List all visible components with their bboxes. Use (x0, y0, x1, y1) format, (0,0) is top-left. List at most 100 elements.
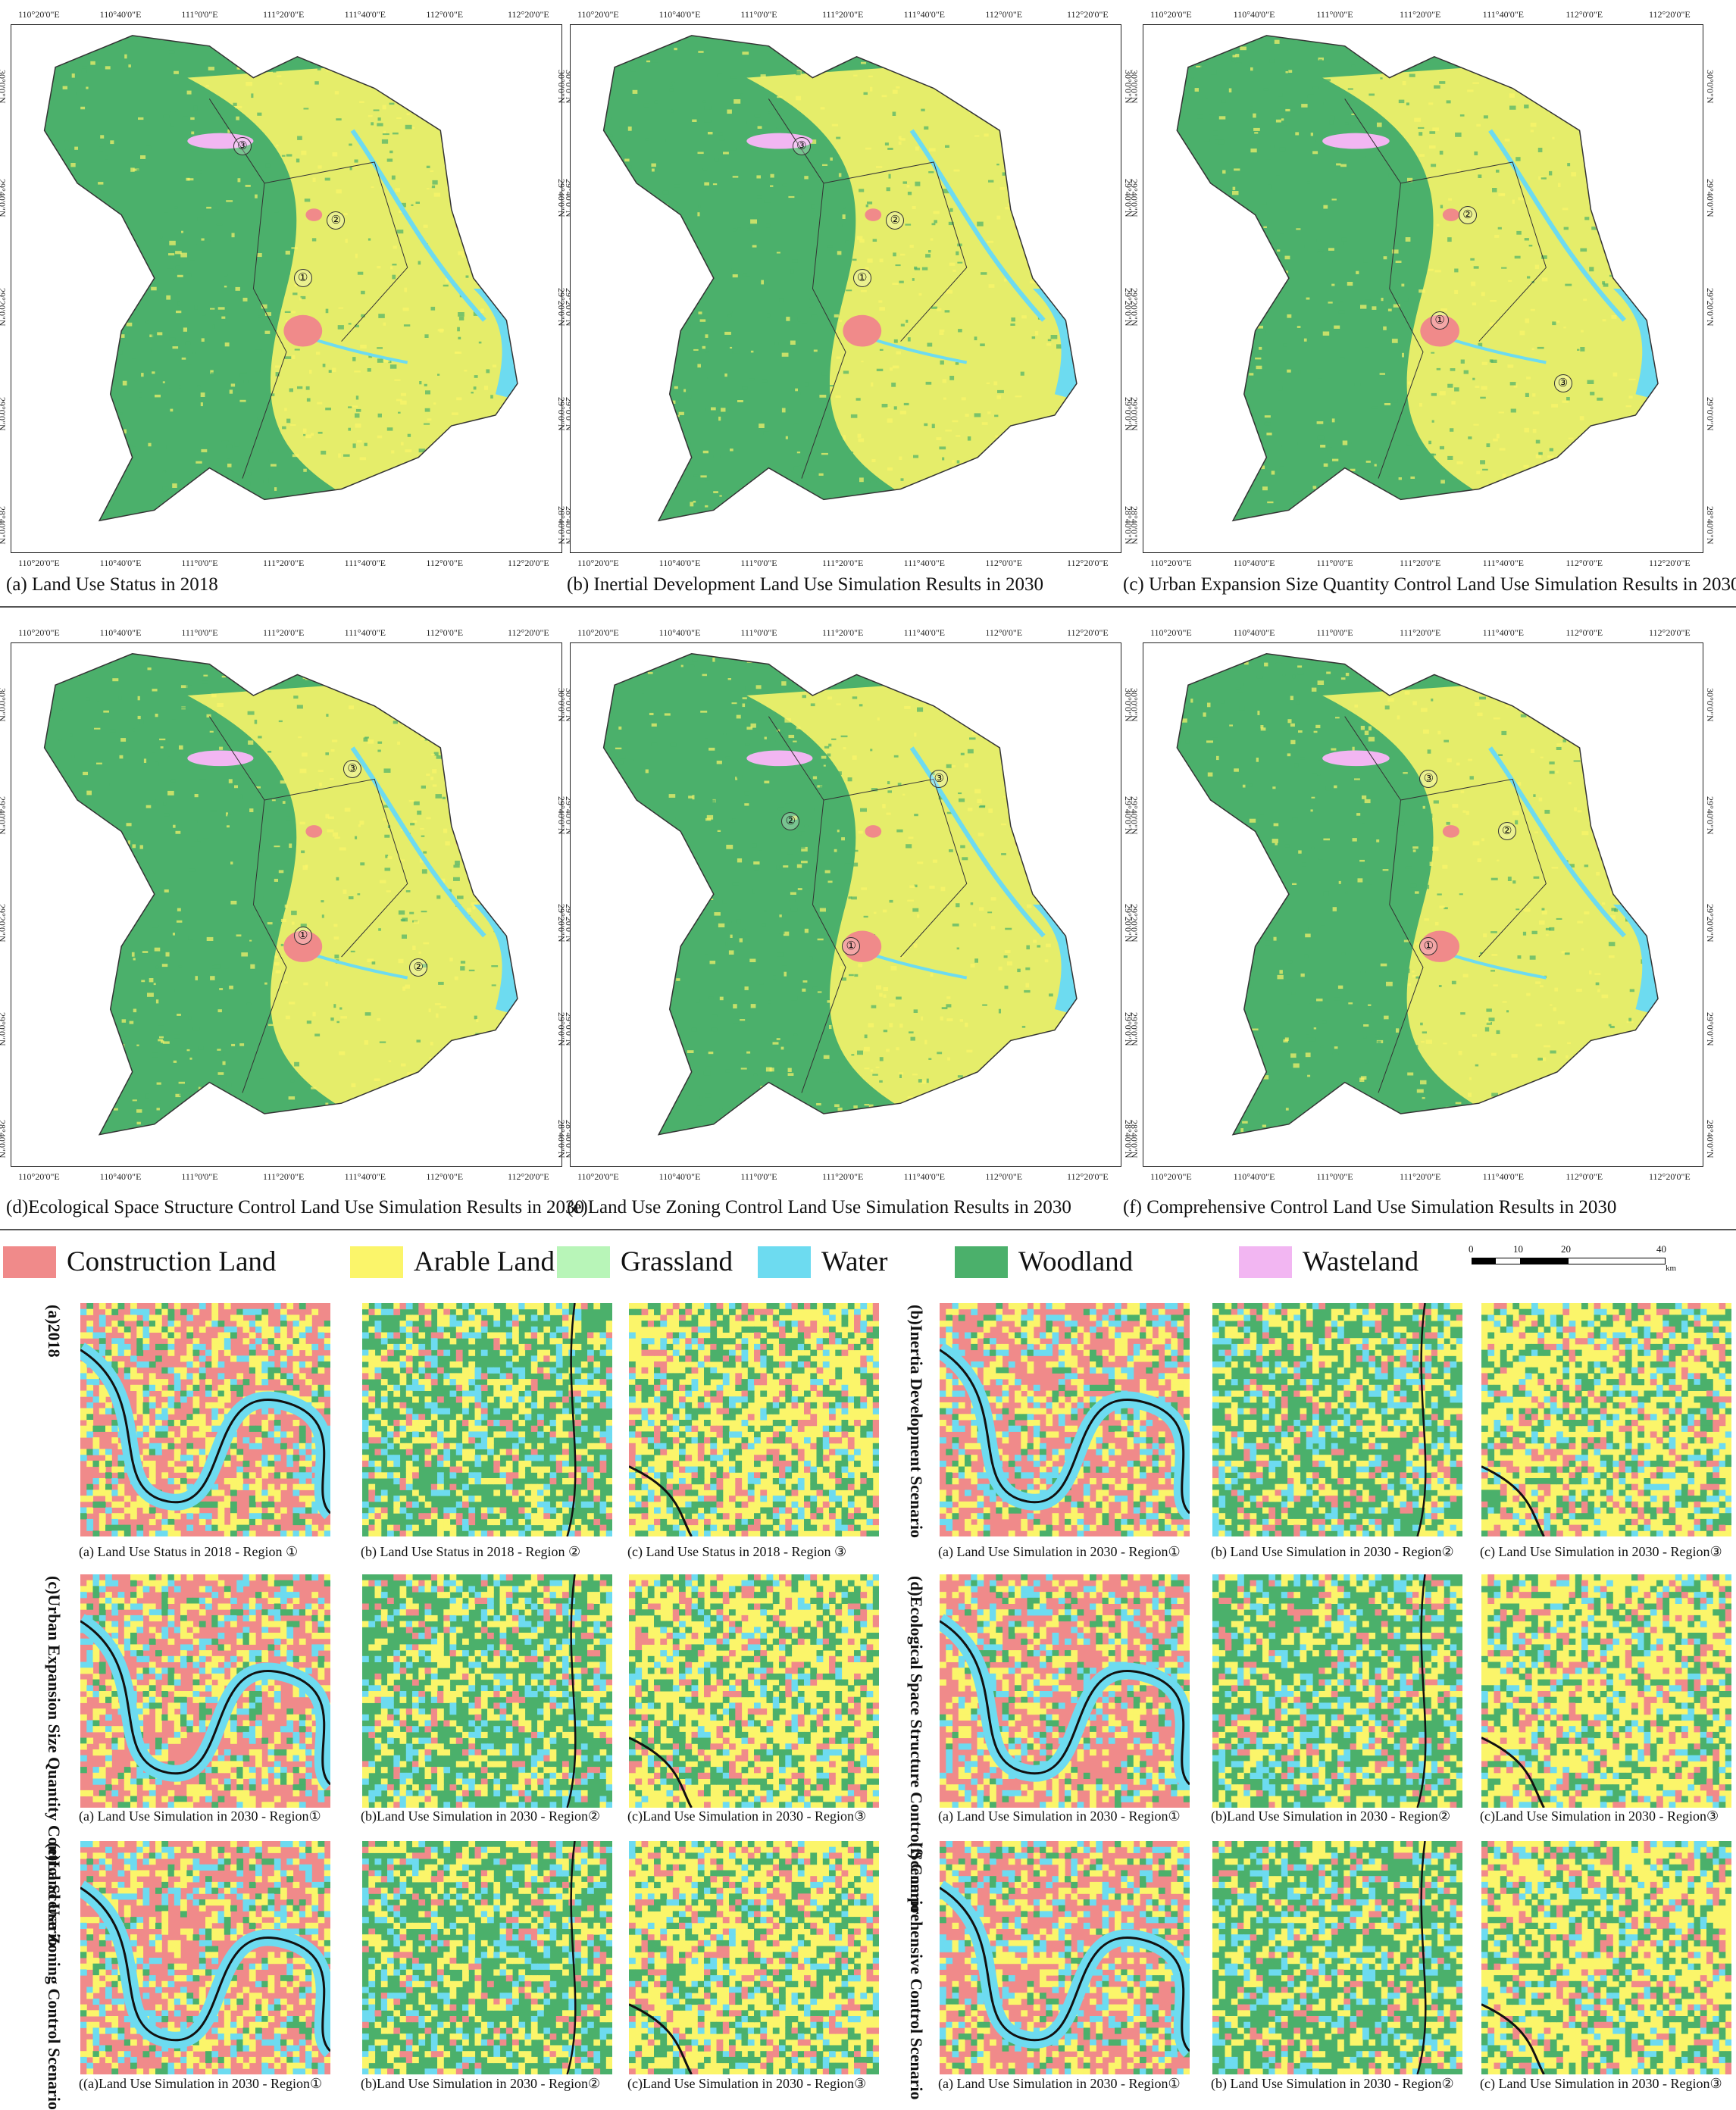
latitude-tick-left: 28°40'0"N (0, 506, 8, 545)
latitude-tick-right: 29°40'0"N (1704, 179, 1716, 217)
longitude-tick-top: 112°20'0"E (508, 9, 549, 20)
region-marker: ② (1498, 822, 1516, 840)
latitude-tick-right: 29°40'0"N (1704, 796, 1716, 835)
latitude-tick-left: 29°0'0"N (0, 1012, 8, 1046)
longitude-tick-bottom: 110°20'0"E (1150, 1171, 1192, 1183)
longitude-tick-top: 111°0'0"E (1316, 9, 1353, 20)
zoom-region-map (362, 1303, 612, 1536)
latitude-tick-right: 29°20'0"N (1704, 288, 1716, 327)
longitude-tick-bottom: 111°0'0"E (1316, 1171, 1353, 1183)
latitude-tick-left: 30°0'0"N (555, 688, 567, 722)
scenario-label: (a)2018 (44, 1305, 64, 1358)
scale-label-10: 10 (1513, 1243, 1523, 1255)
land-use-map (11, 643, 561, 1166)
longitude-tick-bottom: 111°40'0"E (904, 1171, 945, 1183)
legend-label: Grassland (621, 1246, 733, 1278)
latitude-tick-left: 30°0'0"N (555, 70, 567, 104)
zoom-region-map (940, 1841, 1190, 2074)
zoom-region-image (1212, 1574, 1462, 1808)
row-separator (0, 606, 1736, 608)
latitude-tick-right: 30°0'0"N (1704, 70, 1716, 104)
latitude-tick-left: 28°40'0"N (1128, 1120, 1140, 1158)
zoom-caption: (a) Land Use Simulation in 2030 - Region… (79, 1808, 321, 1824)
region-marker: ② (1459, 206, 1477, 224)
land-use-map (571, 643, 1121, 1166)
zoom-region-map (1481, 1303, 1731, 1536)
longitude-tick-top: 111°20'0"E (1400, 627, 1440, 639)
zoom-region-image (1481, 1303, 1731, 1536)
longitude-tick-bottom: 112°20'0"E (508, 1171, 549, 1183)
longitude-tick-bottom: 111°0'0"E (181, 1171, 217, 1183)
longitude-tick-bottom: 112°0'0"E (1566, 558, 1603, 569)
zoom-region-map (940, 1303, 1190, 1536)
legend-separator (0, 1229, 1736, 1230)
zoom-region-map (629, 1841, 879, 2074)
zoom-caption: (c) Land Use Status in 2018 - Region ③ (627, 1544, 846, 1560)
legend-label: Woodland (1018, 1246, 1133, 1278)
longitude-tick-top: 110°20'0"E (577, 9, 619, 20)
zoom-region-image (1212, 1841, 1462, 2074)
zoom-caption: ((a)Land Use Simulation in 2030 - Region… (79, 2076, 322, 2092)
map-frame (11, 642, 562, 1167)
longitude-tick-bottom: 110°20'0"E (1150, 558, 1192, 569)
longitude-tick-top: 111°20'0"E (1400, 9, 1440, 20)
longitude-tick-top: 110°20'0"E (577, 627, 619, 639)
longitude-tick-bottom: 111°40'0"E (1483, 558, 1524, 569)
longitude-tick-top: 112°0'0"E (1566, 627, 1603, 639)
zoom-region-image (629, 1303, 879, 1536)
longitude-tick-bottom: 112°0'0"E (985, 1171, 1022, 1183)
zoom-region-map (1212, 1841, 1462, 2074)
latitude-tick-right: 29°0'0"N (1704, 397, 1716, 431)
legend-label: Arable Land (414, 1246, 555, 1278)
longitude-tick-top: 111°20'0"E (822, 9, 863, 20)
latitude-tick-left: 29°0'0"N (1128, 397, 1140, 431)
longitude-tick-top: 111°20'0"E (263, 627, 304, 639)
land-use-map (1143, 25, 1703, 552)
map-caption: (b) Inertial Development Land Use Simula… (567, 574, 1043, 595)
zoom-region-map (1481, 1841, 1731, 2074)
zoom-region-map (80, 1574, 330, 1808)
latitude-tick-left: 29°20'0"N (555, 288, 567, 327)
longitude-tick-top: 111°40'0"E (904, 627, 945, 639)
longitude-tick-bottom: 110°40'0"E (100, 1171, 142, 1183)
longitude-tick-bottom: 111°0'0"E (740, 1171, 777, 1183)
region-marker: ① (294, 927, 312, 945)
zoom-caption: (a) Land Use Simulation in 2030 - Region… (938, 1544, 1181, 1560)
longitude-tick-top: 111°20'0"E (822, 627, 863, 639)
map-caption: (c) Urban Expansion Size Quantity Contro… (1123, 574, 1736, 595)
longitude-tick-top: 111°40'0"E (1483, 9, 1524, 20)
region-marker: ① (294, 269, 312, 287)
longitude-tick-bottom: 110°40'0"E (1234, 1171, 1275, 1183)
longitude-tick-top: 111°40'0"E (1483, 627, 1524, 639)
latitude-tick-left: 29°0'0"N (555, 397, 567, 431)
region-marker: ② (781, 812, 799, 830)
longitude-tick-bottom: 111°40'0"E (345, 558, 386, 569)
longitude-tick-top: 110°40'0"E (659, 9, 701, 20)
zoom-region-image (629, 1841, 879, 2074)
scale-label-20: 20 (1561, 1243, 1571, 1255)
map-frame (570, 24, 1121, 553)
zoom-region-map (1481, 1574, 1731, 1808)
longitude-tick-bottom: 110°20'0"E (18, 1171, 60, 1183)
latitude-tick-left: 29°20'0"N (555, 904, 567, 942)
map-caption: (e)Land Use Zoning Control Land Use Simu… (567, 1197, 1071, 1218)
longitude-tick-top: 112°20'0"E (1649, 627, 1691, 639)
latitude-tick-left: 28°40'0"N (555, 1120, 567, 1158)
longitude-tick-bottom: 111°40'0"E (345, 1171, 386, 1183)
zoom-caption: (b) Land Use Status in 2018 - Region ② (361, 1544, 580, 1560)
longitude-tick-bottom: 112°20'0"E (1067, 558, 1109, 569)
longitude-tick-top: 110°40'0"E (1234, 9, 1275, 20)
longitude-tick-bottom: 110°20'0"E (18, 558, 60, 569)
latitude-tick-left: 29°0'0"N (1128, 1012, 1140, 1046)
latitude-tick-left: 28°40'0"N (0, 1120, 8, 1158)
longitude-tick-bottom: 112°0'0"E (426, 1171, 463, 1183)
zoom-caption: (c)Land Use Simulation in 2030 - Region③ (627, 1808, 866, 1824)
land-use-map (11, 25, 561, 552)
zoom-region-image (362, 1841, 612, 2074)
zoom-region-map (1212, 1574, 1462, 1808)
region-marker: ③ (343, 760, 361, 778)
map-frame (1143, 642, 1703, 1167)
longitude-tick-top: 112°0'0"E (985, 9, 1022, 20)
longitude-tick-bottom: 111°20'0"E (1400, 1171, 1440, 1183)
legend-swatch (955, 1246, 1008, 1278)
